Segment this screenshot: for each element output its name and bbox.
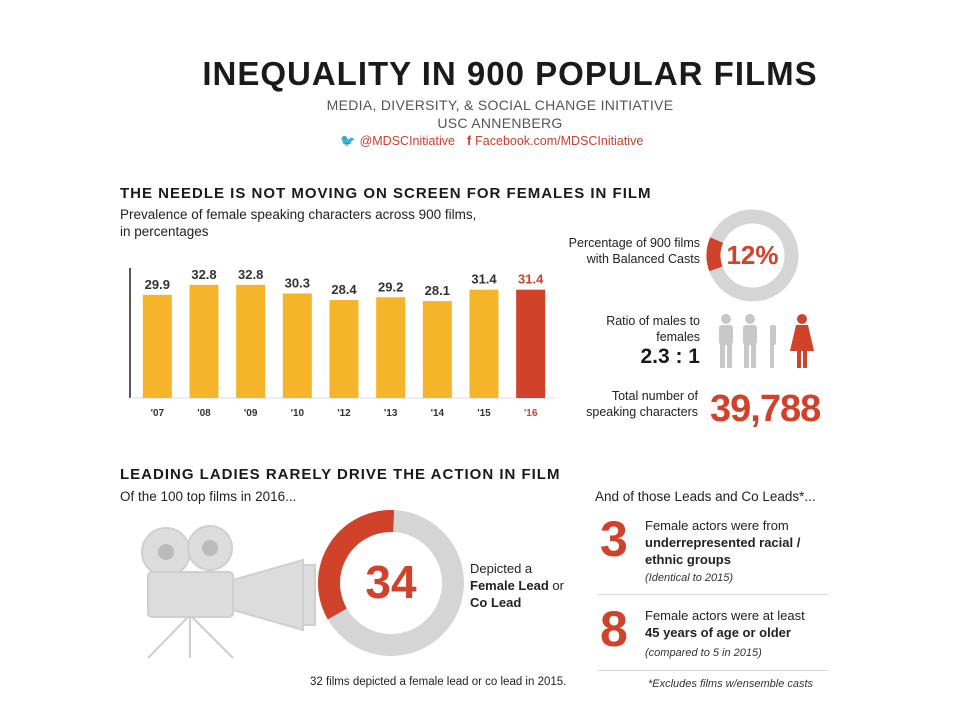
bar [516,289,546,398]
bar [189,284,219,398]
facebook-link-text: Facebook.com/MDSCInitiative [475,134,644,148]
x-tick-label: '10 [291,408,305,419]
facebook-icon: f [467,134,472,148]
partial-male-figure-icon [770,325,776,368]
balanced-donut-arc [706,209,799,302]
male-figure-icon [743,314,757,368]
right-intro: And of those Leads and Co Leads*... [595,489,816,504]
stat1-note: (Identical to 2015) [645,572,734,584]
bar-data-label: 31.4 [471,272,497,287]
bar-data-label: 28.4 [331,282,357,297]
x-tick-label: '07 [151,408,165,419]
bar [282,293,312,398]
bar-data-label: 29.2 [378,279,403,294]
ratio-figures [719,314,814,368]
donut-caption-female-lead: Female Lead [470,578,549,593]
female-figure-icon [790,314,814,368]
footnote-2015: 32 films depicted a female lead or co le… [310,676,567,688]
chart-subtitle-line2: in percentages [120,224,209,239]
stat1-line1: Female actors were from [645,518,789,533]
stat2-number: 8 [600,601,628,657]
ratio-label: Ratio of males to females [606,314,700,344]
lead-donut [318,510,464,656]
donut-caption-co-lead: Co Lead [470,595,522,610]
stat1-number: 3 [600,511,628,567]
bar-data-label: 32.8 [191,267,216,282]
balanced-value: 12% [726,240,779,270]
twitter-bird-icon: 🐦 [340,134,356,148]
stat2-note: (compared to 5 in 2015) [645,647,762,659]
facebook-link[interactable]: f Facebook.com/MDSCInitiative [467,134,643,148]
lead-donut-value: 34 [365,556,417,608]
bar [422,301,452,398]
x-tick-label: '09 [244,408,258,419]
x-tick-label: '08 [197,408,211,419]
donut-caption: Depicted a Female Lead or Co Lead [470,560,564,611]
balanced-donut [706,209,799,302]
stat1-line2: underrepresented racial / [645,535,801,550]
bar [376,297,406,398]
chart-subtitle: Prevalence of female speaking characters… [120,206,476,240]
total-value: 39,788 [710,388,821,430]
section2-heading: LEADING LADIES RARELY DRIVE THE ACTION I… [120,466,561,483]
donut-caption-or: or [552,578,564,593]
film-camera-icon [141,525,316,659]
bar-chart: 29.9 '07 32.8 '08 32.8 '09 30.3 '10 28.4 '12 29.2 '… [129,267,555,419]
bar-data-label: 28.1 [425,283,450,298]
stat-divider [598,594,828,595]
section1-heading: THE NEEDLE IS NOT MOVING ON SCREEN FOR F… [120,185,652,202]
stat1-line3: ethnic groups [645,552,731,567]
stat2-line2: 45 years of age or older [645,625,791,640]
bar [469,289,499,398]
bar-data-label: 30.3 [285,275,310,290]
bar-data-label: 32.8 [238,267,263,282]
bar [236,284,266,398]
bar [142,294,172,398]
x-tick-label: '16 [524,408,538,419]
stat1-text: Female actors were from underrepresented… [645,517,800,568]
total-label: Total number of speaking characters [586,389,698,419]
x-tick-label: '12 [337,408,351,419]
section2-intro: Of the 100 top films in 2016... [120,489,297,504]
excludes-note: *Excludes films w/ensemble casts [648,678,814,690]
twitter-handle[interactable]: 🐦 @MDSCInitiative [340,134,455,149]
twitter-handle-text: @MDSCInitiative [359,134,455,148]
stat2-text: Female actors were at least 45 years of … [645,607,805,641]
ratio-value: 2.3 : 1 [640,345,700,368]
page-title: INEQUALITY IN 900 POPULAR FILMS [202,55,818,92]
donut-caption-line1: Depicted a [470,561,533,576]
bar [329,300,359,398]
subtitle-usc: USC ANNENBERG [437,115,563,131]
stat2-line1: Female actors were at least [645,608,805,623]
lead-donut-arc [318,510,464,656]
stat-divider-bottom [598,670,828,671]
male-figure-icon [719,314,733,368]
x-tick-label: '13 [384,408,398,419]
subtitle-initiative: MEDIA, DIVERSITY, & SOCIAL CHANGE INITIA… [326,97,674,113]
bar-data-label: 29.9 [145,277,170,292]
bar-data-label: 31.4 [518,272,544,287]
x-tick-label: '14 [431,408,445,419]
balanced-label: Percentage of 900 films with Balanced Ca… [568,236,700,266]
chart-subtitle-line1: Prevalence of female speaking characters… [120,207,477,222]
x-tick-label: '15 [477,408,491,419]
